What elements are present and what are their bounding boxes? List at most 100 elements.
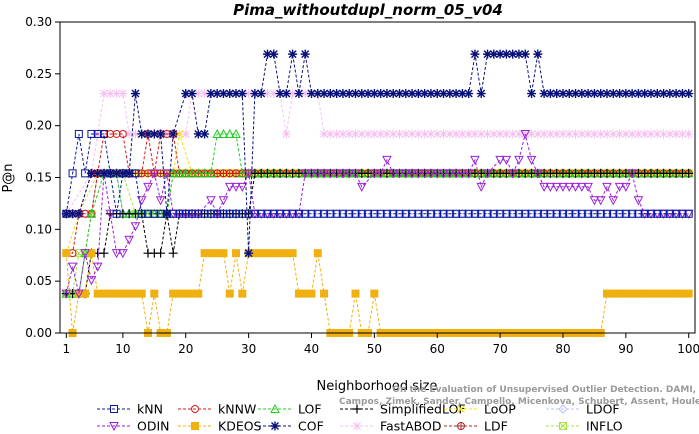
data-point-cof (193, 129, 203, 139)
series-line-odin (65, 133, 689, 294)
data-point-fastabod (420, 129, 430, 139)
data-point-knn (87, 129, 96, 138)
data-point-knn (320, 209, 329, 218)
data-point-cof (325, 89, 335, 99)
data-point-knn (646, 209, 655, 218)
data-point-fastabod (200, 89, 210, 99)
series-cof (61, 49, 694, 258)
data-point-knn (414, 209, 423, 218)
data-point-cof (187, 89, 197, 99)
data-point-fastabod (476, 129, 486, 139)
data-point-cof (256, 89, 266, 99)
data-point-odin (344, 169, 355, 179)
legend-marker-kdeos (191, 422, 199, 430)
data-point-fastabod (659, 129, 669, 139)
data-point-simplifiedlof (156, 248, 166, 258)
data-point-cof (571, 89, 581, 99)
data-point-odin (306, 169, 317, 179)
data-point-lof (212, 128, 223, 138)
data-point-lof (174, 168, 185, 178)
legend-label-loop: LoOP (484, 402, 516, 417)
data-point-odin (338, 169, 348, 179)
data-point-knnw (219, 169, 228, 178)
legend-label-inflo: INFLO (586, 419, 623, 434)
data-point-cof (483, 49, 493, 59)
data-point-cof (539, 89, 549, 99)
data-point-cof (61, 209, 71, 219)
data-point-odin (218, 196, 229, 206)
data-point-cof (583, 89, 593, 99)
data-point-knn (521, 209, 530, 218)
data-point-knn (502, 209, 511, 218)
legend-item-knnw: kNNW (178, 402, 256, 417)
data-point-odin (570, 182, 581, 192)
legend-marker-knn (110, 405, 118, 413)
data-point-odin (74, 289, 84, 299)
data-point-cof (332, 89, 342, 99)
data-point-knn (68, 169, 77, 178)
data-point-odin (124, 235, 134, 245)
x-tick-label: 30 (241, 342, 256, 356)
data-point-cof (212, 89, 222, 99)
data-point-kdeos (351, 289, 360, 298)
data-point-knn (621, 209, 630, 218)
data-point-knn (558, 209, 567, 218)
legend-marker-lof (270, 403, 280, 413)
data-point-knn (628, 209, 637, 218)
data-point-knnw (225, 169, 234, 178)
data-point-knn (571, 209, 580, 218)
data-point-cof (319, 89, 329, 99)
data-point-knn (546, 209, 555, 218)
y-tick-label: 0.30 (25, 15, 52, 29)
data-point-knn (420, 209, 429, 218)
data-point-cof (168, 129, 178, 139)
data-point-knn (684, 209, 693, 218)
data-point-cof (646, 89, 656, 99)
data-point-fastabod (633, 129, 643, 139)
x-tick-label: 20 (178, 342, 193, 356)
legend-label-odin: ODIN (137, 419, 170, 434)
data-point-cof (118, 168, 128, 178)
data-point-knn (175, 209, 184, 218)
data-point-fastabod (501, 129, 511, 139)
data-point-knn (678, 209, 687, 218)
data-point-knn (188, 209, 197, 218)
data-point-fastabod (369, 129, 379, 139)
data-point-cof (99, 168, 109, 178)
data-point-cof (294, 89, 304, 99)
data-point-fastabod (432, 129, 442, 139)
data-point-fastabod (401, 129, 411, 139)
data-point-fastabod (332, 129, 342, 139)
data-point-fastabod (426, 129, 436, 139)
data-point-odin (136, 196, 147, 206)
data-point-cof (652, 89, 662, 99)
data-point-odin (356, 182, 367, 192)
data-point-cof (476, 89, 486, 99)
data-point-knn (332, 209, 341, 218)
series-line-ldof (66, 172, 689, 215)
data-point-odin (476, 182, 487, 192)
data-point-cof (338, 89, 348, 99)
legend-marker-loop (457, 405, 465, 413)
data-point-knn (439, 209, 448, 218)
data-point-knn (496, 209, 505, 218)
x-tick-label: 1 (62, 342, 70, 356)
data-point-knn (395, 209, 404, 218)
y-tick-label: 0.00 (25, 326, 52, 340)
data-point-fastabod (470, 129, 480, 139)
data-point-odin (589, 196, 600, 206)
data-point-odin (532, 169, 543, 179)
data-point-fastabod (357, 129, 367, 139)
data-point-cof (306, 89, 316, 99)
data-point-knnw (213, 169, 222, 178)
data-point-fastabod (325, 129, 335, 139)
data-point-odin (80, 249, 90, 259)
data-point-knn (659, 209, 668, 218)
data-point-simplifiedlof (684, 168, 694, 178)
data-point-fastabod (281, 129, 291, 139)
data-point-odin (224, 182, 235, 192)
data-point-fastabod (533, 129, 543, 139)
series-line-simplifiedlof (66, 172, 689, 295)
legend-label-simplifiedlof: SimplifiedLOF (380, 402, 466, 417)
